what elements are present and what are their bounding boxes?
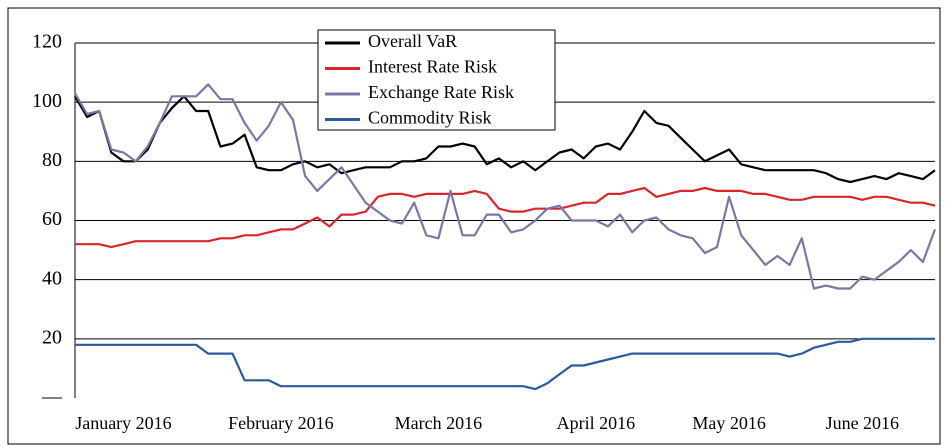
x-tick-label: June 2016 — [826, 413, 900, 433]
series-line — [74, 95, 936, 184]
y-tick-label: 20 — [42, 326, 62, 348]
legend-label: Overall VaR — [368, 31, 457, 51]
x-tick-label: May 2016 — [692, 413, 766, 433]
x-tick-label: January 2016 — [75, 413, 171, 433]
x-tick-label: March 2016 — [395, 413, 482, 433]
legend-label: Interest Rate Risk — [368, 57, 497, 77]
legend-box — [317, 29, 556, 131]
y-tick-label: 120 — [32, 31, 62, 53]
y-tick-label: 100 — [32, 90, 62, 112]
series-line — [74, 83, 937, 290]
legend-label: Commodity Risk — [368, 108, 492, 128]
x-tick-label: April 2016 — [557, 413, 636, 433]
y-tick-label: — — [41, 386, 63, 408]
legend-label: Exchange Rate Risk — [368, 82, 514, 102]
y-tick-label: 80 — [42, 149, 62, 171]
series-line — [75, 337, 935, 391]
y-tick-label: 40 — [42, 267, 62, 289]
x-tick-label: February 2016 — [228, 413, 333, 433]
y-tick-label: 60 — [42, 208, 62, 230]
series-line — [75, 186, 936, 249]
